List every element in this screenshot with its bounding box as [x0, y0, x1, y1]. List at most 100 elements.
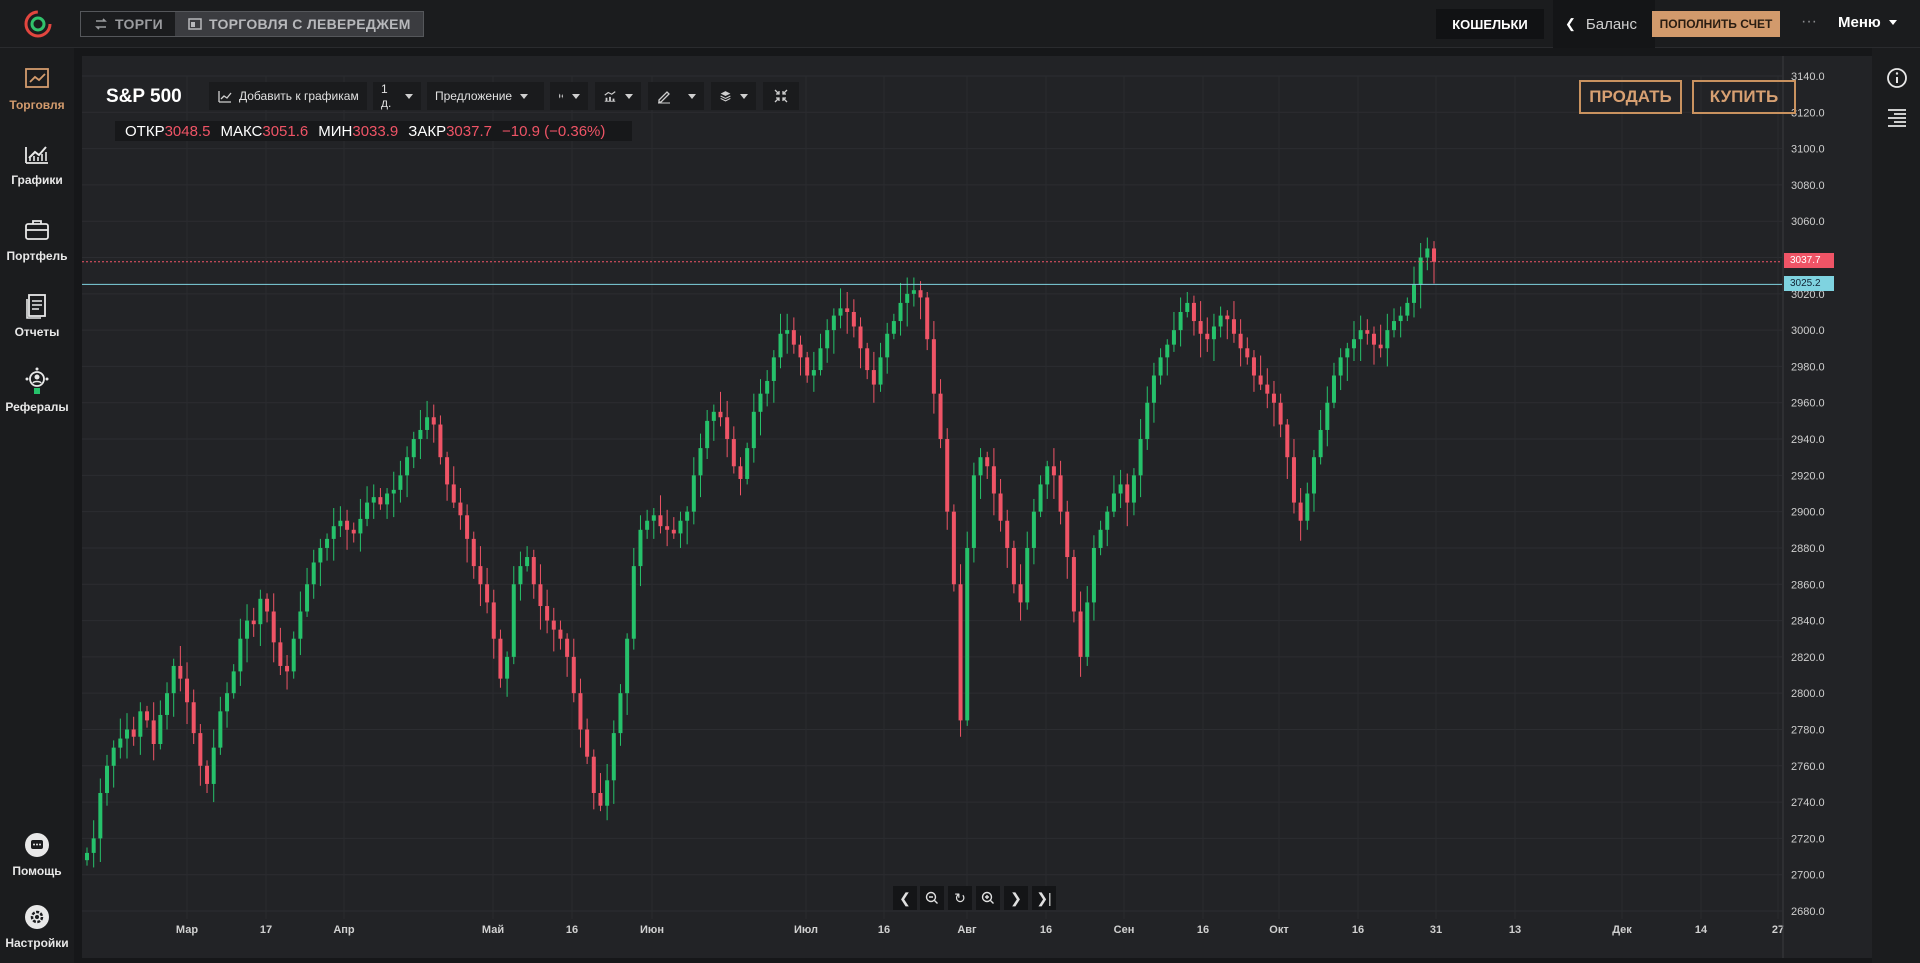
candle-body: [1251, 357, 1256, 376]
candle-body: [838, 308, 843, 316]
sidebar-item-label: Графики: [11, 173, 63, 187]
menu-button[interactable]: Меню: [1838, 14, 1897, 31]
candle-body: [1432, 248, 1436, 262]
sidebar-item-help[interactable]: Помощь: [0, 830, 74, 878]
sidebar-item-label: Торговля: [9, 98, 65, 112]
candle-body: [285, 665, 290, 672]
candle-body: [1238, 333, 1243, 349]
chevron-down-icon: [740, 93, 748, 99]
right-toolbar: [1872, 48, 1920, 963]
candle-body: [1358, 330, 1363, 340]
candle-body: [1331, 375, 1336, 403]
candle-body: [298, 611, 303, 639]
pencil-icon: [658, 91, 670, 104]
sidebar-item-portfolio[interactable]: Портфель: [0, 215, 74, 263]
chevron-left-icon: ❮: [1565, 16, 1576, 31]
info-icon[interactable]: [1886, 67, 1908, 89]
candle-body: [511, 584, 516, 657]
candle-body: [878, 357, 883, 385]
y-tick-label: 2800.0: [1791, 688, 1825, 700]
sidebar-item-reports[interactable]: Отчеты: [0, 291, 74, 339]
candle-body: [578, 693, 583, 730]
high-label: МАКС: [220, 122, 263, 140]
candle-body: [751, 411, 756, 449]
price-chart[interactable]: 3140.03120.03100.03080.03060.03040.03020…: [82, 56, 1872, 958]
reset-icon[interactable]: ↻: [948, 886, 972, 910]
portfolio-icon: [25, 220, 49, 240]
tab-leverage-trading[interactable]: ТОРГОВЛЯ С ЛЕВЕРЕДЖЕМ: [174, 12, 423, 36]
candle-body: [498, 638, 503, 679]
logo-icon[interactable]: [24, 10, 52, 38]
candle-body: [418, 429, 423, 440]
y-tick-label: 2700.0: [1791, 870, 1825, 882]
sidebar-item-referrals[interactable]: Рефералы: [0, 366, 74, 414]
candle-body: [818, 348, 823, 371]
candle-body: [551, 620, 556, 630]
add-to-charts-button[interactable]: Добавить к графикам: [209, 82, 367, 110]
scroll-left-icon[interactable]: ❮: [893, 886, 917, 910]
candle-body: [125, 729, 130, 739]
x-tick-label: Мар: [176, 924, 198, 936]
y-tick-label: 2680.0: [1791, 906, 1825, 918]
scroll-right-icon[interactable]: ❯: [1004, 886, 1028, 910]
candle-body: [538, 584, 543, 607]
scroll-to-end-icon[interactable]: ❯|: [1032, 886, 1056, 910]
sidebar-item-trading[interactable]: Торговля: [0, 56, 74, 120]
candle-body: [378, 497, 383, 505]
zoom-out-icon[interactable]: [920, 886, 944, 910]
candle-body: [451, 484, 456, 503]
candle-body: [1245, 348, 1250, 358]
sidebar-item-label: Помощь: [12, 864, 62, 878]
y-tick-label: 2760.0: [1791, 761, 1825, 773]
candle-body: [305, 584, 310, 612]
drawing-tools-select[interactable]: [648, 82, 704, 110]
wallets-button[interactable]: КОШЕЛЬКИ: [1436, 9, 1544, 39]
y-tick-label: 3120.0: [1791, 107, 1825, 119]
candle-body: [345, 520, 350, 530]
candle-body: [158, 714, 163, 744]
price-type-value: Предложение: [435, 89, 513, 103]
zoom-in-icon[interactable]: [976, 886, 1000, 910]
candle-body: [1325, 402, 1330, 430]
sidebar-item-settings[interactable]: Настройки: [0, 902, 74, 950]
buy-button[interactable]: КУПИТЬ: [1692, 80, 1796, 114]
candle-body: [725, 417, 730, 440]
candle-body: [718, 411, 723, 418]
more-icon[interactable]: ···: [1801, 13, 1817, 30]
layers-select[interactable]: [711, 82, 756, 110]
candle-body: [1258, 375, 1263, 385]
interval-select[interactable]: 1 д.: [373, 82, 421, 110]
indicators-select[interactable]: [595, 82, 641, 110]
sell-button[interactable]: ПРОДАТЬ: [1579, 80, 1682, 114]
candle-body: [685, 511, 690, 521]
y-tick-label: 2740.0: [1791, 797, 1825, 809]
tab-trading[interactable]: ТОРГИ: [81, 12, 175, 36]
candle-body: [951, 511, 956, 585]
top-bar: ТОРГИ ТОРГОВЛЯ С ЛЕВЕРЕДЖЕМ КОШЕЛЬКИ ❮ Б…: [0, 0, 1920, 48]
candle-body: [1398, 315, 1403, 322]
chart-add-icon: [218, 91, 232, 103]
x-tick-label: 13: [1509, 924, 1521, 936]
balance-toggle[interactable]: ❮ Баланс: [1553, 0, 1655, 48]
collapse-button[interactable]: [763, 82, 799, 110]
sidebar-item-charts[interactable]: Графики: [0, 139, 74, 187]
candle-body: [1051, 466, 1056, 476]
price-type-select[interactable]: Предложение: [427, 82, 544, 110]
candle-body: [558, 629, 563, 639]
deposit-button[interactable]: ПОПОЛНИТЬ СЧЕТ: [1652, 11, 1780, 37]
candle-body: [665, 526, 670, 530]
chevron-down-icon: [405, 93, 413, 99]
x-tick-label: Июн: [640, 924, 664, 936]
order-book-icon[interactable]: [1886, 107, 1908, 129]
candle-body: [805, 357, 810, 376]
chart-type-select[interactable]: [550, 82, 588, 110]
candle-body: [1411, 284, 1416, 303]
candle-body: [991, 466, 996, 494]
y-tick-label: 2940.0: [1791, 434, 1825, 446]
candle-body: [251, 620, 256, 625]
candle-body: [325, 538, 330, 548]
candle-body: [138, 711, 143, 737]
candle-body: [918, 290, 923, 298]
candle-body: [338, 520, 343, 527]
candle-body: [1371, 333, 1376, 345]
